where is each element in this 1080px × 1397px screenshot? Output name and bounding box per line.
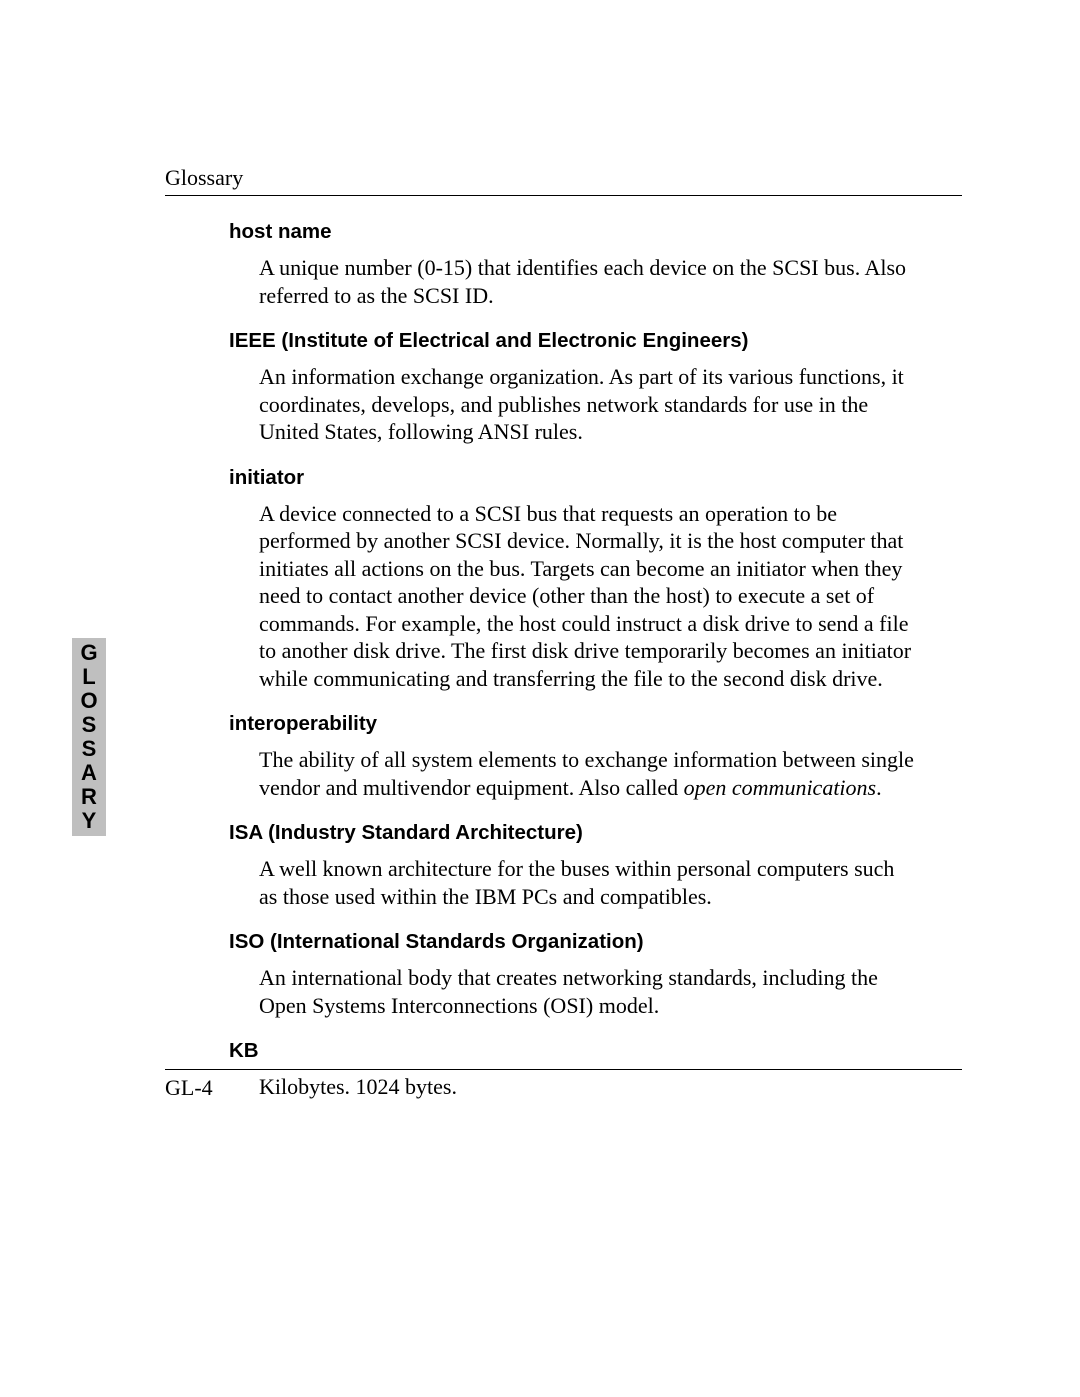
sidebar-letter: O <box>80 689 97 713</box>
glossary-term: initiator <box>229 466 916 490</box>
sidebar-letter: S <box>82 737 97 761</box>
glossary-definition: The ability of all system elements to ex… <box>259 746 916 801</box>
glossary-definition: A unique number (0-15) that identifies e… <box>259 254 916 309</box>
glossary-term: IEEE (Institute of Electrical and Electr… <box>229 329 916 353</box>
page-header: Glossary <box>165 165 962 196</box>
glossary-definition: An international body that creates netwo… <box>259 964 916 1019</box>
footer-rule <box>165 1069 962 1070</box>
sidebar-letter: A <box>81 761 97 785</box>
glossary-definition: An information exchange organization. As… <box>259 363 916 446</box>
document-page: Glossary G L O S S A R Y host name A uni… <box>0 0 1080 1397</box>
sidebar-tab-glossary: G L O S S A R Y <box>72 638 106 836</box>
sidebar-letter: G <box>80 641 97 665</box>
glossary-content: host name A unique number (0-15) that id… <box>229 220 916 1107</box>
glossary-definition: A well known architecture for the buses … <box>259 855 916 910</box>
glossary-term: interoperability <box>229 712 916 736</box>
glossary-definition: Kilobytes. 1024 bytes. <box>259 1073 916 1101</box>
glossary-term: ISO (International Standards Organizatio… <box>229 930 916 954</box>
sidebar-letter: Y <box>82 809 97 833</box>
glossary-definition: A device connected to a SCSI bus that re… <box>259 500 916 693</box>
glossary-term: KB <box>229 1039 916 1063</box>
sidebar-letter: L <box>82 665 95 689</box>
sidebar-letter: S <box>82 713 97 737</box>
glossary-term: ISA (Industry Standard Architecture) <box>229 821 916 845</box>
sidebar-letter: R <box>81 785 97 809</box>
glossary-term: host name <box>229 220 916 244</box>
page-number: GL-4 <box>165 1075 213 1101</box>
